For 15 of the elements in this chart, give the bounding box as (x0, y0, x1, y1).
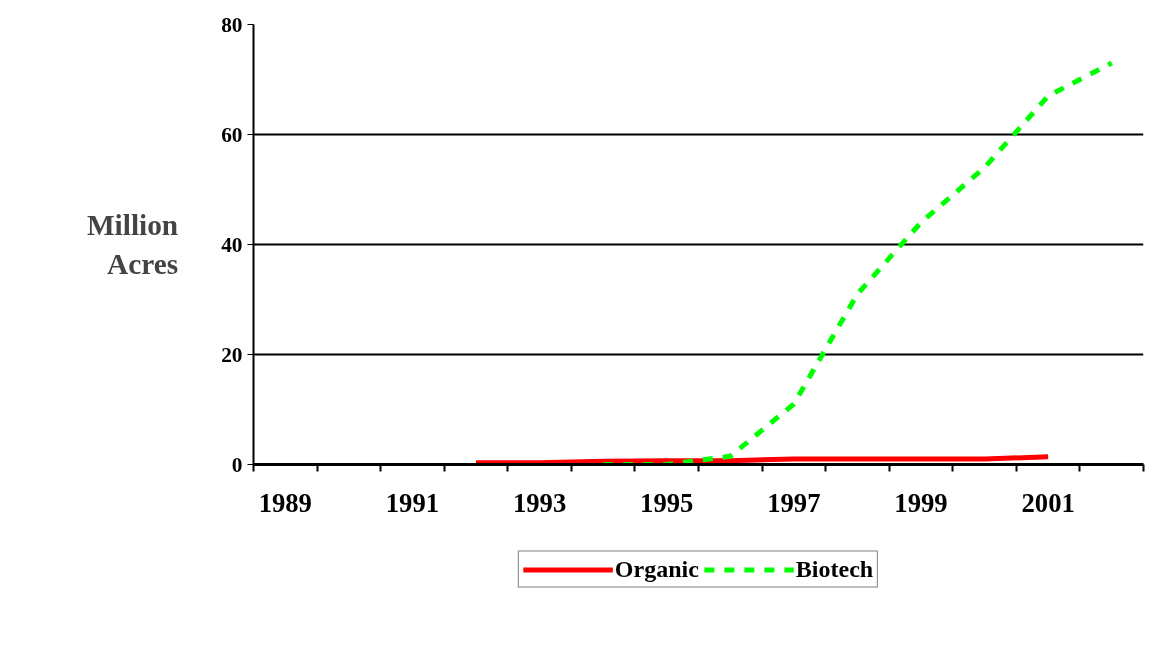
y-tick-label: 60 (221, 122, 243, 147)
x-tick-label: 1993 (512, 487, 567, 518)
y-tick-label: 20 (221, 342, 243, 367)
x-tick-label: 1999 (894, 487, 948, 518)
legend-label: Biotech (795, 555, 874, 583)
y-tick-label: 0 (231, 452, 243, 477)
x-tick-label: 1991 (385, 487, 440, 518)
y-axis-title: Million Acres (86, 209, 179, 280)
y-tick-label: 40 (221, 232, 243, 257)
x-tick-label: 1989 (258, 487, 312, 518)
legend-label: Organic (614, 555, 699, 583)
x-tick-label: 2001 (1021, 487, 1075, 518)
y-tick-label: 80 (221, 12, 243, 37)
x-tick-label: 1997 (767, 487, 821, 518)
x-tick-label: 1995 (640, 487, 694, 518)
